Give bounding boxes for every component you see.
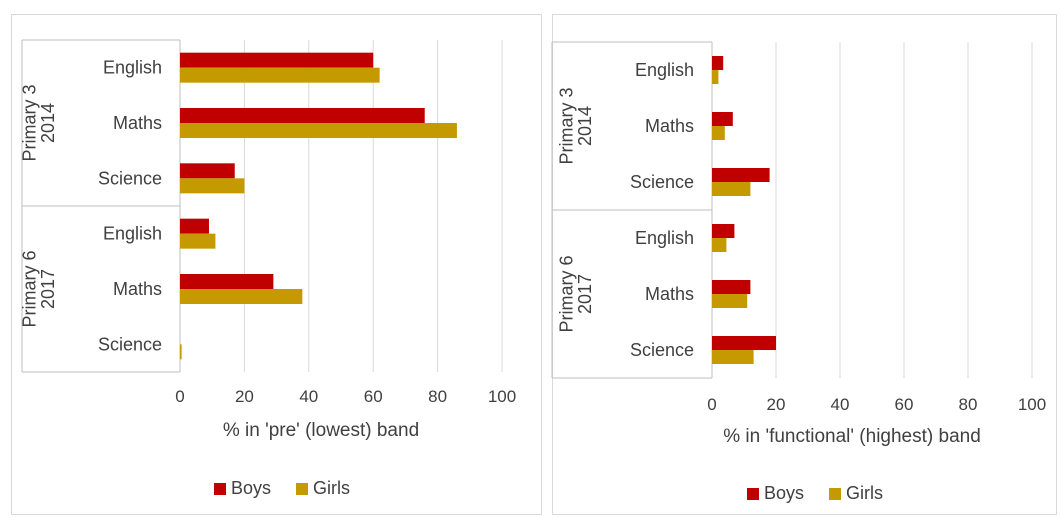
pre-tick-label-20: 20 xyxy=(235,387,254,406)
pre-tick-label-60: 60 xyxy=(364,387,383,406)
func-category-label-science: Science xyxy=(630,172,694,192)
chart-functional-band-svg: 0 20 40 60 80 100 Primary 32014 English Maths Sci… xyxy=(551,14,1057,515)
func-bar-boys-maths xyxy=(712,112,733,126)
func-tick-label-80: 80 xyxy=(959,395,978,414)
func-bar-girls-english xyxy=(712,70,719,84)
pre-bar-boys-english xyxy=(180,52,374,68)
func-category-label-maths: Maths xyxy=(645,116,694,136)
func-bar-boys-science xyxy=(712,168,770,182)
pre-category-label-english: English xyxy=(103,58,162,78)
pre-bar-girls-maths xyxy=(180,123,457,138)
func-group-label-1: Primary 62017 xyxy=(556,255,595,332)
chart-functional-band: 0 20 40 60 80 100 Primary 32014 English Maths Sci… xyxy=(545,0,1061,518)
pre-group-label-line2-0: 2014 xyxy=(38,103,58,143)
func-group-label-0: Primary 32014 xyxy=(556,87,595,164)
func-category-label-english: English xyxy=(635,60,694,80)
pre-category-label-maths: Maths xyxy=(113,279,162,299)
pre-category-label-science: Science xyxy=(98,334,162,354)
pre-group-label-1: Primary 62017 xyxy=(19,250,58,327)
func-x-axis-title: % in 'functional' (highest) band xyxy=(723,426,981,447)
func-bar-girls-science xyxy=(712,350,754,364)
func-bar-girls-english xyxy=(712,238,727,252)
func-bar-boys-english xyxy=(712,56,724,70)
pre-group-label-line2-1: 2017 xyxy=(38,269,58,309)
pre-bar-boys-maths xyxy=(180,274,274,289)
func-bar-girls-science xyxy=(712,182,751,196)
func-category-label-maths: Maths xyxy=(645,284,694,304)
pre-legend-swatch-girls xyxy=(296,483,308,495)
pre-group-label-line1-1: Primary 6 xyxy=(19,250,39,327)
pre-bar-girls-maths xyxy=(180,289,303,304)
func-bar-girls-maths xyxy=(712,294,748,308)
func-legend-swatch-boys xyxy=(747,488,759,500)
func-group-label-line2-1: 2017 xyxy=(575,274,595,314)
pre-group-label-line1-0: Primary 3 xyxy=(19,84,39,161)
pre-panel-border xyxy=(11,14,542,515)
pre-tick-label-100: 100 xyxy=(488,387,516,406)
pre-bar-boys-maths xyxy=(180,108,425,123)
pre-bar-boys-science xyxy=(180,163,235,179)
func-group-label-line1-1: Primary 6 xyxy=(556,255,576,332)
func-group-label-line1-0: Primary 3 xyxy=(556,87,576,164)
func-tick-label-100: 100 xyxy=(1018,395,1046,414)
func-bar-boys-maths xyxy=(712,280,751,294)
func-tick-label-20: 20 xyxy=(767,395,786,414)
func-bar-boys-science xyxy=(712,336,776,350)
func-tick-label-60: 60 xyxy=(895,395,914,414)
pre-tick-label-80: 80 xyxy=(428,387,447,406)
func-group-label-line2-0: 2014 xyxy=(575,106,595,146)
chart-pre-band: 0 20 40 60 80 100 Primary 32014 English Maths Sci… xyxy=(11,14,542,515)
chart-pre-band-svg: 0 20 40 60 80 100 Primary 32014 English Maths Sci… xyxy=(11,14,542,515)
pre-tick-label-40: 40 xyxy=(299,387,318,406)
func-bar-boys-english xyxy=(712,224,735,238)
func-legend-label-boys: Boys xyxy=(764,483,804,503)
func-legend-swatch-girls xyxy=(829,488,841,500)
func-category-label-science: Science xyxy=(630,340,694,360)
pre-legend-swatch-boys xyxy=(214,483,226,495)
func-legend-label-girls: Girls xyxy=(846,483,883,503)
pre-legend-label-girls: Girls xyxy=(313,478,350,498)
func-bar-girls-maths xyxy=(712,126,725,140)
func-tick-label-0: 0 xyxy=(707,395,716,414)
pre-bar-girls-science xyxy=(180,178,245,194)
pre-bar-girls-english xyxy=(180,67,380,83)
pre-bar-girls-english xyxy=(180,233,216,249)
func-tick-label-40: 40 xyxy=(831,395,850,414)
pre-x-axis-title: % in 'pre' (lowest) band xyxy=(223,420,419,441)
pre-tick-label-0: 0 xyxy=(175,387,184,406)
pre-category-label-maths: Maths xyxy=(113,113,162,133)
func-category-label-english: English xyxy=(635,228,694,248)
pre-group-label-0: Primary 32014 xyxy=(19,84,58,161)
pre-category-label-english: English xyxy=(103,224,162,244)
pre-legend-label-boys: Boys xyxy=(231,478,271,498)
pre-category-label-science: Science xyxy=(98,168,162,188)
pre-bar-girls-science xyxy=(180,344,182,360)
pre-bar-boys-english xyxy=(180,218,209,234)
